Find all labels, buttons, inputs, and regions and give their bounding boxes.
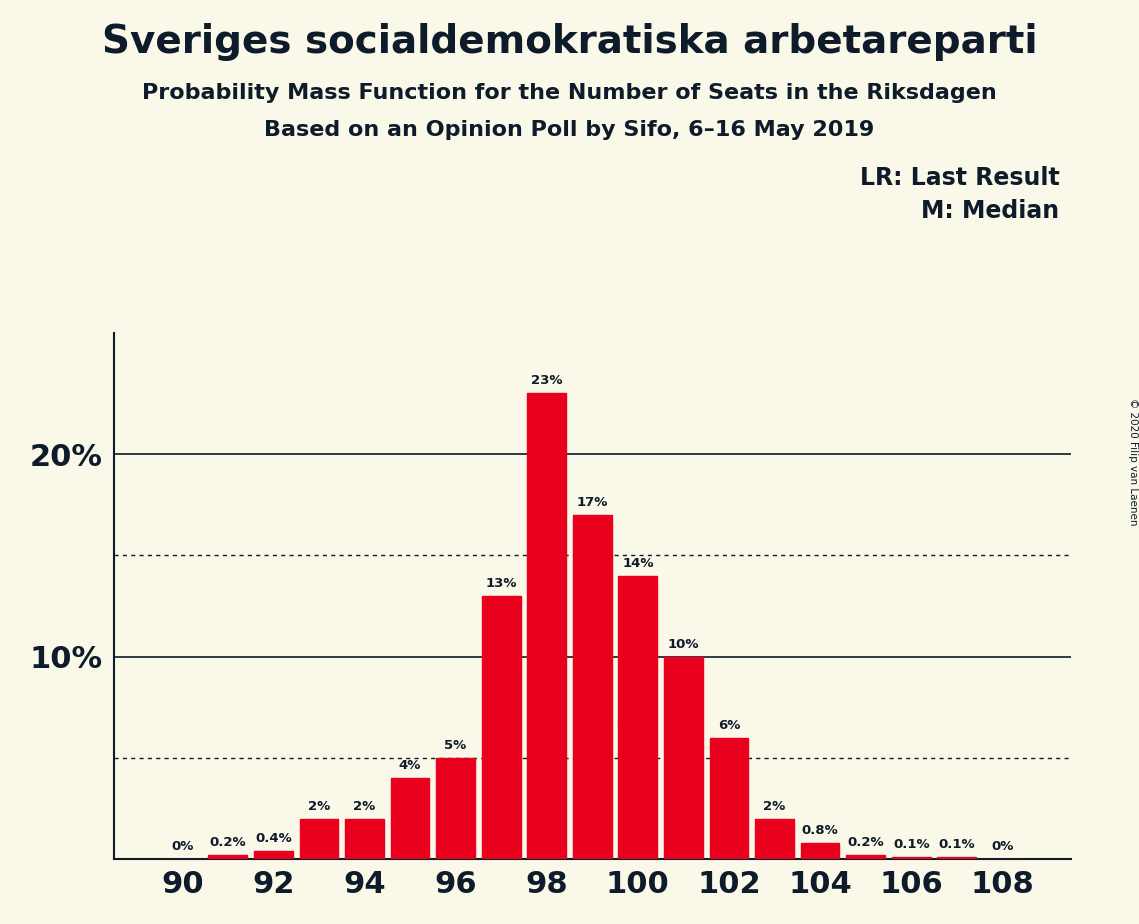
Text: 23%: 23% — [531, 374, 563, 387]
Bar — [254, 851, 293, 859]
Bar — [527, 394, 566, 859]
Text: LR: Last Result: LR: Last Result — [860, 166, 1059, 190]
Text: © 2020 Filip van Laenen: © 2020 Filip van Laenen — [1129, 398, 1138, 526]
Bar — [937, 857, 976, 859]
Bar — [208, 856, 247, 859]
Text: Based on an Opinion Poll by Sifo, 6–16 May 2019: Based on an Opinion Poll by Sifo, 6–16 M… — [264, 120, 875, 140]
Text: Probability Mass Function for the Number of Seats in the Riksdagen: Probability Mass Function for the Number… — [142, 83, 997, 103]
Text: 0.2%: 0.2% — [847, 836, 884, 849]
Bar — [664, 657, 703, 859]
Text: 5%: 5% — [444, 739, 467, 752]
Bar — [345, 819, 384, 859]
Text: 0.2%: 0.2% — [210, 836, 246, 849]
Text: M: M — [530, 671, 564, 704]
Text: 0%: 0% — [171, 840, 194, 853]
Text: 4%: 4% — [399, 760, 421, 772]
Text: LR: LR — [616, 703, 659, 732]
Bar — [391, 778, 429, 859]
Text: 17%: 17% — [576, 496, 608, 509]
Text: 2%: 2% — [353, 800, 376, 813]
Bar — [846, 856, 885, 859]
Bar — [573, 515, 612, 859]
Bar — [755, 819, 794, 859]
Bar — [300, 819, 338, 859]
Text: 14%: 14% — [622, 556, 654, 569]
Bar — [482, 596, 521, 859]
Text: 13%: 13% — [485, 577, 517, 590]
Text: 0.4%: 0.4% — [255, 833, 292, 845]
Bar — [801, 843, 839, 859]
Text: 2%: 2% — [308, 800, 330, 813]
Bar — [618, 576, 657, 859]
Bar — [710, 737, 748, 859]
Bar — [892, 857, 931, 859]
Text: 6%: 6% — [718, 719, 740, 732]
Bar — [436, 758, 475, 859]
Text: 10%: 10% — [667, 638, 699, 650]
Text: 2%: 2% — [763, 800, 786, 813]
Text: M: Median: M: Median — [921, 199, 1059, 223]
Text: 0%: 0% — [991, 840, 1014, 853]
Text: 0.1%: 0.1% — [939, 838, 975, 851]
Text: Sveriges socialdemokratiska arbetareparti: Sveriges socialdemokratiska arbetarepart… — [101, 23, 1038, 61]
Text: 0.1%: 0.1% — [893, 838, 929, 851]
Text: 0.8%: 0.8% — [802, 824, 838, 837]
